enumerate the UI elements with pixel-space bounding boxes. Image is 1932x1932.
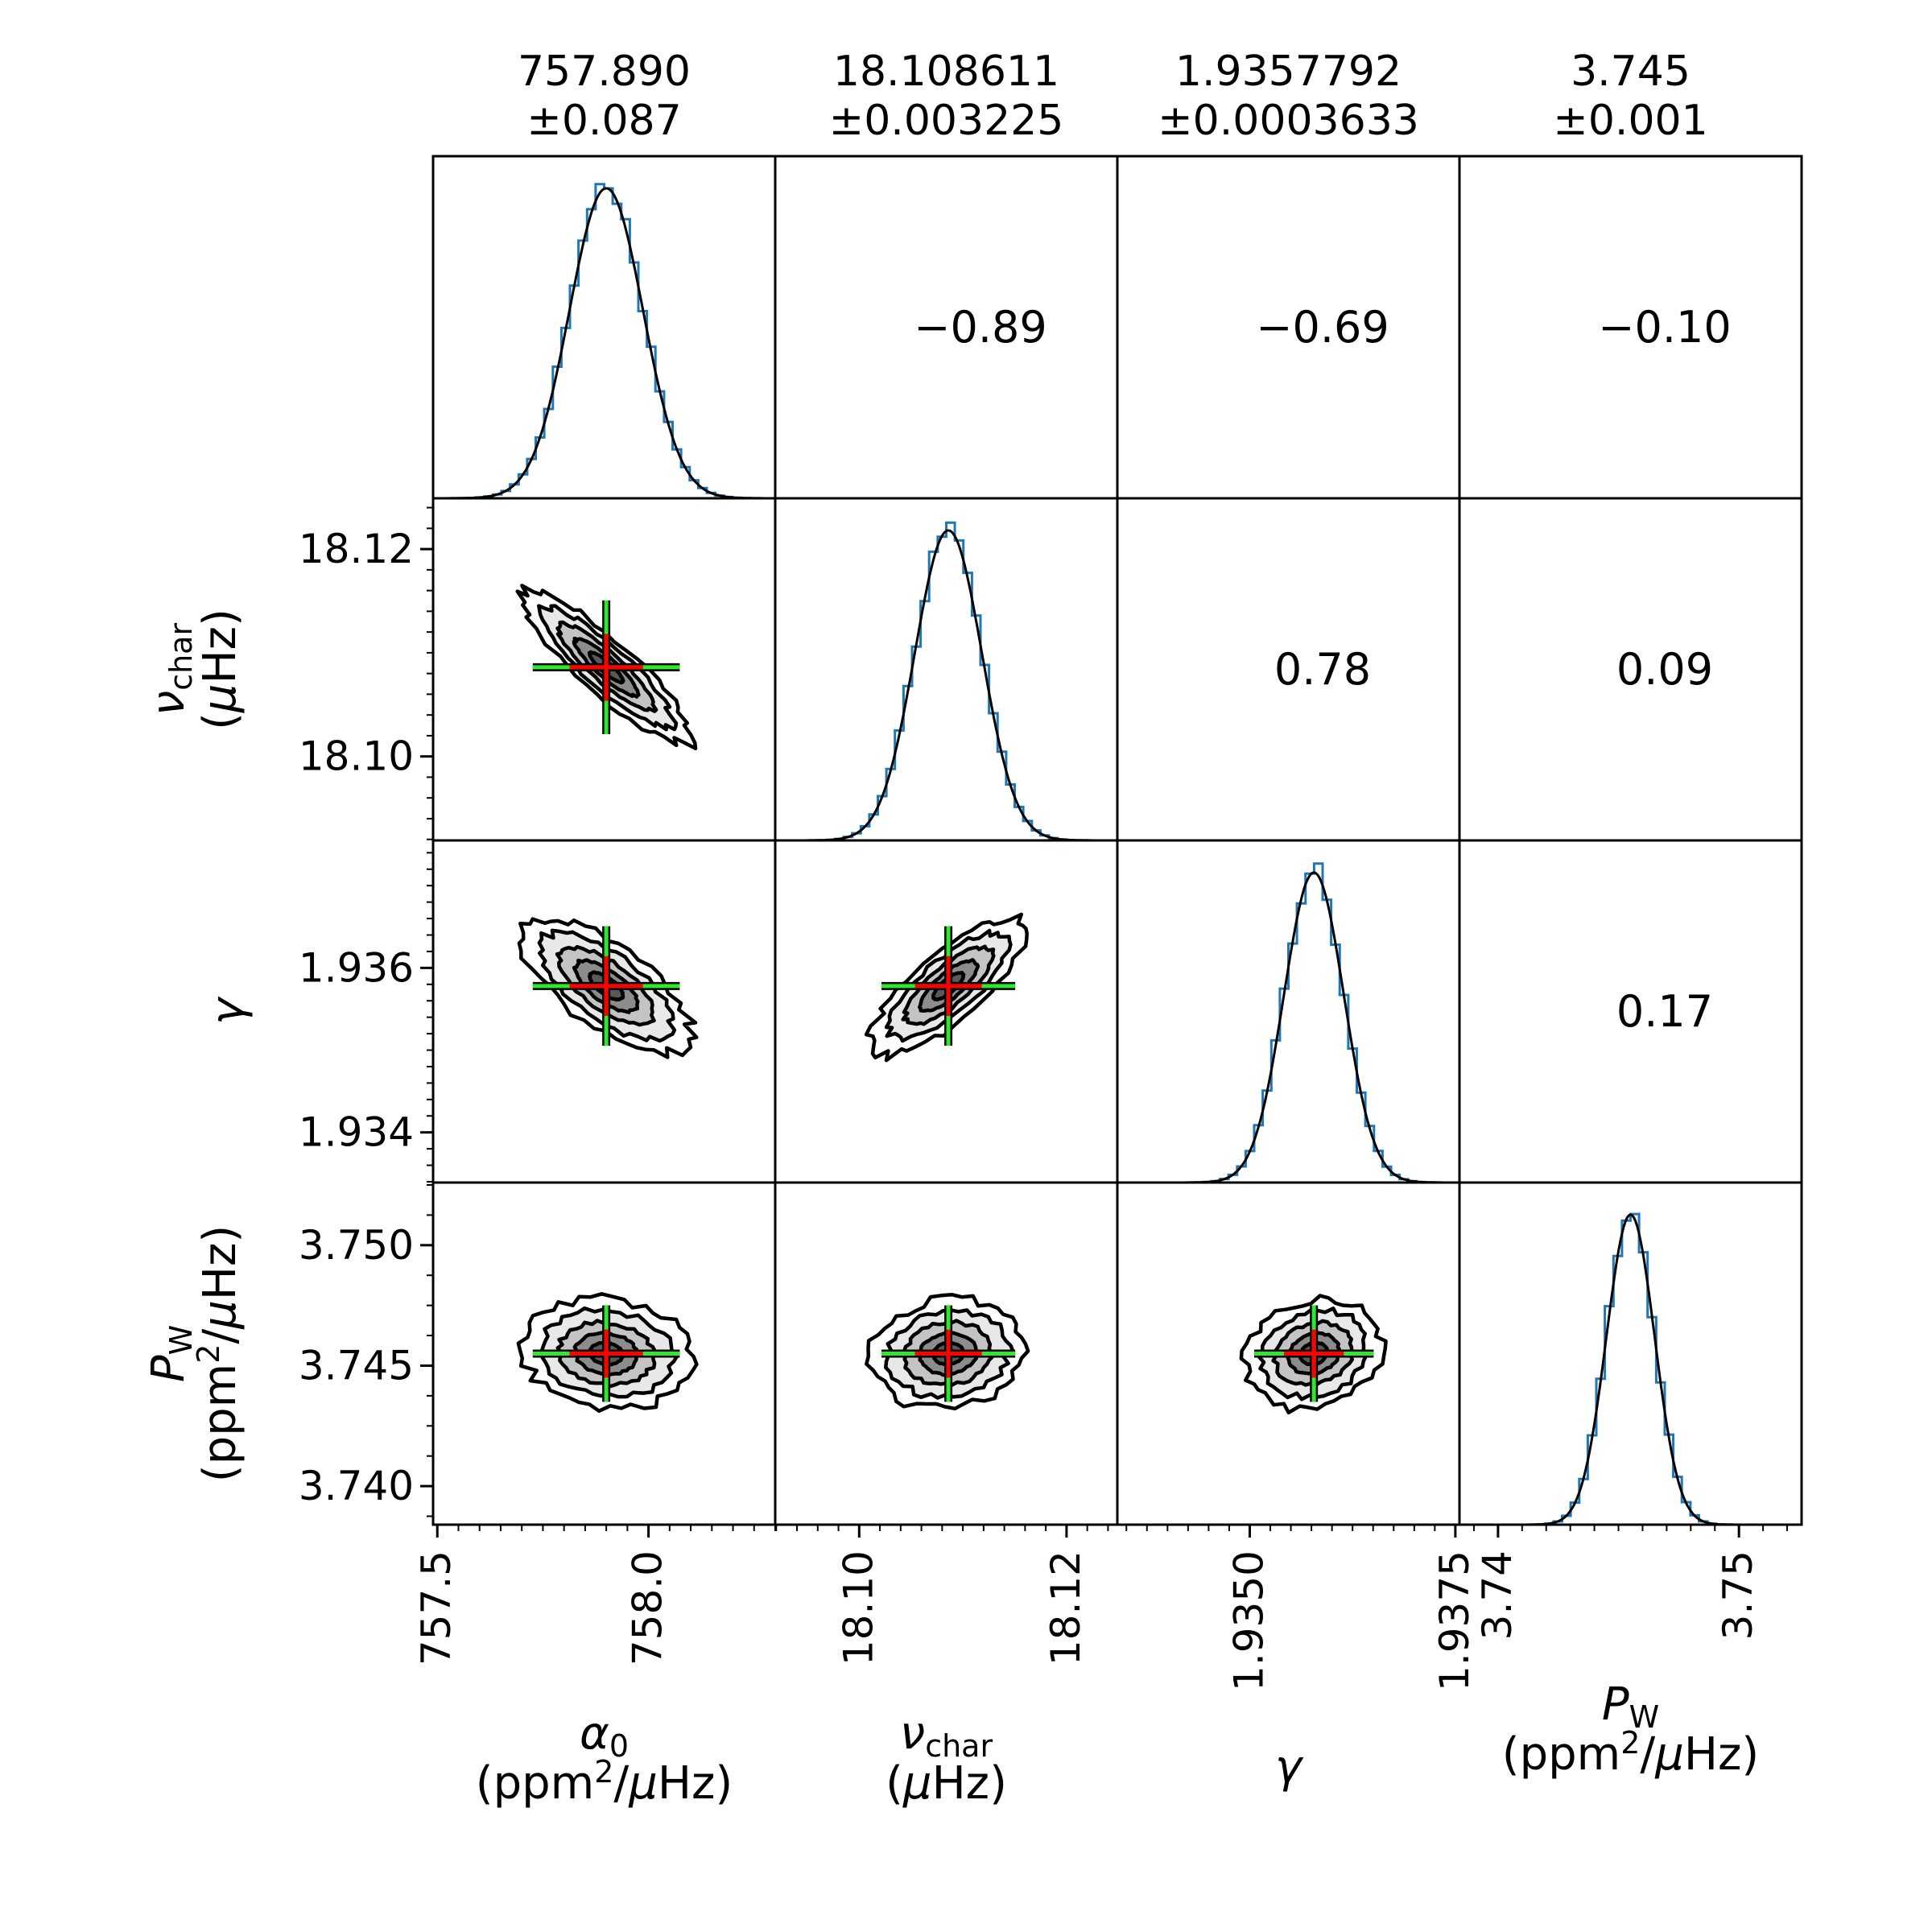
subscript: W (163, 1325, 199, 1356)
x-axis-unit-P_W: (ppm2/μHz) (1502, 1725, 1760, 1781)
x-tick-label: 758.0 (625, 1550, 671, 1666)
symbol: ν (142, 691, 195, 716)
x-tick-label: 1.9375 (1431, 1550, 1478, 1691)
unit-part: ( (194, 712, 246, 730)
symbol: α (580, 1707, 609, 1760)
header-error-nu_char: ±0.003225 (829, 97, 1064, 145)
gaussian-fit-P_W (1459, 1213, 1802, 1525)
unit-mu: μ (1654, 1728, 1684, 1781)
y-axis-label-nu_char: νchar(μHz) (142, 609, 246, 730)
x-axis-unit-nu_char: (μHz) (886, 1757, 1007, 1810)
subscript: 0 (609, 1728, 629, 1764)
unit-part: Hz) (1684, 1728, 1759, 1781)
correlation-value: −0.10 (1598, 302, 1731, 353)
correlation-value: 0.09 (1616, 644, 1713, 695)
panel-content (517, 917, 699, 1059)
symbol: γ (1275, 1741, 1304, 1794)
panel-r3-c3 (1458, 1181, 1803, 1526)
panel-content (864, 912, 1029, 1063)
panel-content (865, 1293, 1030, 1411)
y-axis-unit: (ppm2/μHz) (191, 1225, 246, 1483)
y-tick-label: 1.934 (299, 1109, 414, 1156)
unit-part: Hz) (194, 609, 246, 683)
unit-mu: μ (194, 683, 246, 713)
header-error-P_W: ±0.001 (1553, 97, 1707, 145)
correlation-value: −0.69 (1256, 302, 1389, 353)
x-tick-label: 18.10 (835, 1550, 881, 1666)
y-tick-label: 1.936 (299, 944, 414, 991)
unit-part: ( (886, 1757, 903, 1810)
header-error-alpha0: ±0.087 (526, 97, 681, 145)
panel-content (515, 584, 698, 751)
y-tick-label: 3.745 (299, 1342, 414, 1389)
symbol: γ (202, 996, 254, 1025)
correlation-value: −0.89 (914, 302, 1046, 353)
header-value-P_W: 3.745 (1571, 47, 1690, 96)
unit-part: / (1640, 1728, 1655, 1781)
x-axis-label-alpha0: α0 (580, 1707, 629, 1764)
subscript: char (163, 623, 199, 691)
subscript: char (925, 1728, 993, 1764)
unit-mu: μ (628, 1757, 658, 1810)
y-tick-label: 3.750 (299, 1222, 414, 1269)
unit-part: Hz) (658, 1757, 733, 1810)
unit-part: Hz) (194, 1225, 246, 1300)
x-tick-label: 18.12 (1042, 1550, 1089, 1666)
correlation-value: 0.78 (1274, 644, 1371, 695)
y-tick-label: 18.10 (299, 733, 414, 780)
unit-part: (ppm (476, 1757, 595, 1810)
header-error-gamma: ±0.0003633 (1158, 97, 1419, 145)
y-tick-label: 18.12 (299, 526, 414, 572)
x-tick-label: 3.75 (1715, 1550, 1761, 1640)
y-axis-label-P_W: PW(ppm2/μHz) (142, 1225, 246, 1483)
unit-superscript: 2 (594, 1754, 613, 1790)
x-tick-label: 1.9350 (1225, 1550, 1272, 1691)
panel-content (1239, 1294, 1388, 1415)
gaussian-fit-alpha0 (433, 187, 775, 498)
y-axis-symbol: PW (142, 1325, 199, 1382)
x-axis-label-gamma: γ (1275, 1741, 1304, 1794)
subscript: W (1629, 1699, 1660, 1735)
unit-mu: μ (194, 1300, 246, 1330)
panels-layer: −0.89 −0.69 −0.10 0.78 0.09 0.17 (420, 155, 1803, 1538)
x-tick-label: 3.74 (1474, 1550, 1521, 1640)
panel-r1-c0 (431, 497, 777, 842)
y-axis-unit: (μHz) (194, 609, 246, 730)
x-axis-label-P_W: PW (1602, 1678, 1659, 1735)
unit-part: Hz) (932, 1757, 1007, 1810)
panel-r1-c3: 0.09 (1458, 497, 1803, 842)
unit-part: (ppm (194, 1364, 246, 1483)
panel-content (516, 1292, 699, 1414)
unit-superscript: 2 (191, 1344, 226, 1364)
panel-content (433, 183, 775, 498)
y-axis-label-gamma: γ (202, 996, 254, 1025)
gaussian-fit-gamma (1117, 871, 1459, 1183)
correlation-value: 0.17 (1616, 986, 1713, 1037)
x-axis-unit-alpha0: (ppm2/μHz) (476, 1754, 733, 1810)
unit-part: / (613, 1757, 629, 1810)
unit-part: / (194, 1329, 246, 1344)
y-tick-label: 3.740 (299, 1463, 414, 1509)
header-value-alpha0: 757.890 (518, 47, 691, 96)
symbol: ν (900, 1707, 925, 1760)
panel-r3-c0 (431, 1181, 777, 1526)
symbol: P (142, 1355, 195, 1382)
y-axis-symbol: γ (202, 996, 254, 1025)
x-axis-label-nu_char: νchar (900, 1707, 993, 1764)
panel-r2-c1 (774, 839, 1119, 1184)
unit-part: (ppm (1502, 1728, 1621, 1781)
unit-mu: μ (902, 1757, 932, 1810)
symbol: P (1602, 1678, 1629, 1731)
panel-r0-c3: −0.10 (1458, 155, 1803, 500)
panel-r3-c1 (774, 1181, 1119, 1526)
header-value-nu_char: 18.108611 (833, 47, 1059, 96)
panel-frame (1458, 1181, 1803, 1526)
unit-superscript: 2 (1620, 1725, 1640, 1761)
x-tick-label: 757.5 (413, 1550, 460, 1666)
header-value-gamma: 1.9357792 (1175, 47, 1402, 96)
y-axis-symbol: νchar (142, 623, 199, 716)
